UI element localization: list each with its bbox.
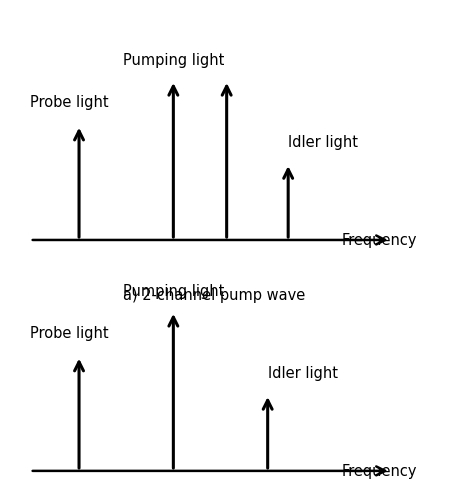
Text: Frequency: Frequency bbox=[342, 233, 418, 248]
Text: a) 2-channel pump wave: a) 2-channel pump wave bbox=[123, 288, 306, 303]
Text: Idler light: Idler light bbox=[267, 365, 338, 380]
Text: Frequency: Frequency bbox=[342, 463, 418, 478]
Text: Probe light: Probe light bbox=[30, 95, 109, 110]
Text: Idler light: Idler light bbox=[288, 135, 358, 149]
Text: Pumping light: Pumping light bbox=[123, 284, 224, 299]
Text: Probe light: Probe light bbox=[30, 325, 109, 340]
Text: Pumping light: Pumping light bbox=[123, 53, 224, 68]
